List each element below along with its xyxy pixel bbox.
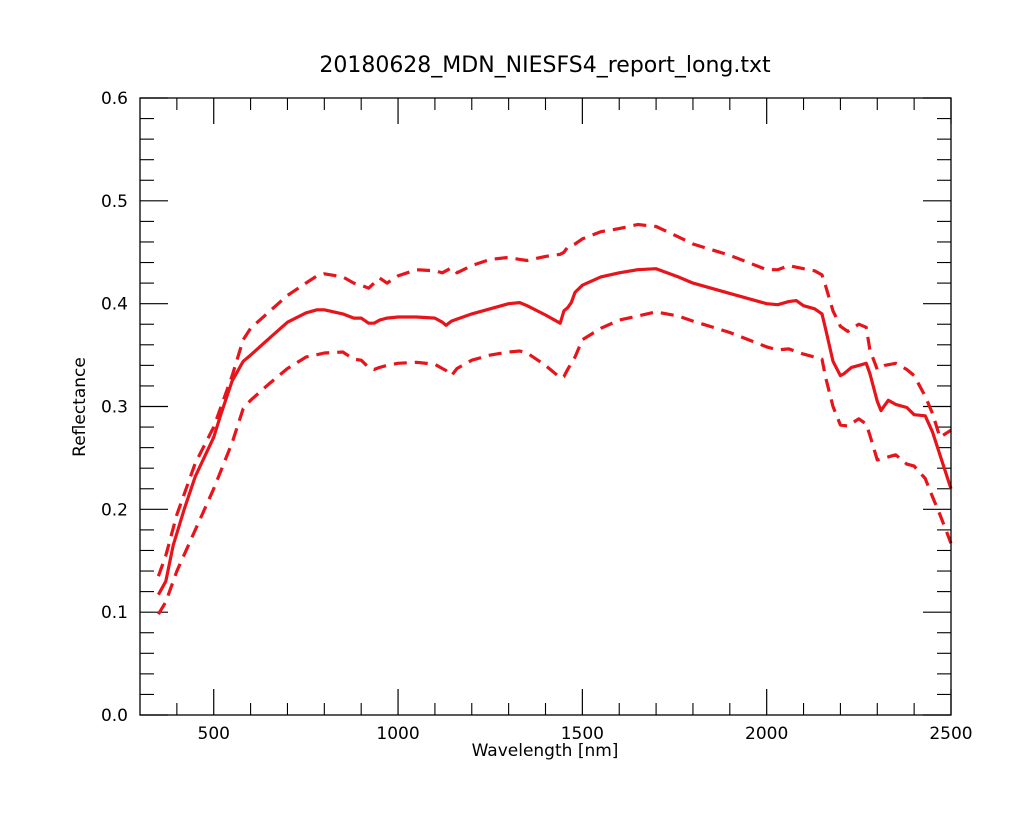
chart-title: 20180628_MDN_NIESFS4_report_long.txt (319, 53, 771, 78)
y-tick-label: 0.2 (101, 500, 128, 520)
dashed-reflectance-line-2 (157, 310, 953, 616)
x-tick-label: 2000 (745, 724, 788, 744)
plot-frame (139, 97, 952, 716)
x-axis-title: Wavelength [nm] (472, 741, 619, 761)
dashed-reflectance-line-1 (156, 222, 952, 577)
y-tick-label: 0.5 (101, 192, 128, 212)
data-lines (156, 222, 953, 616)
y-tick-label: 0.1 (101, 603, 128, 623)
x-tick-label: 500 (198, 724, 230, 744)
y-tick-label: 0.4 (101, 295, 128, 315)
axis-ticks (140, 97, 952, 716)
solid-reflectance-line-0 (156, 267, 953, 596)
y-axis-title: Reflectance (70, 357, 90, 457)
tick-labels: 500 1000 1500 2000 2500 0.0 0.1 0.2 0.3 0.4 0.5 0.6 (101, 89, 973, 744)
x-tick-label: 1500 (561, 724, 604, 744)
y-tick-label: 0.0 (101, 706, 128, 726)
y-tick-label: 0.6 (101, 89, 128, 109)
y-tick-label: 0.3 (101, 398, 128, 418)
x-tick-label: 2500 (929, 724, 972, 744)
x-tick-label: 1000 (376, 724, 419, 744)
